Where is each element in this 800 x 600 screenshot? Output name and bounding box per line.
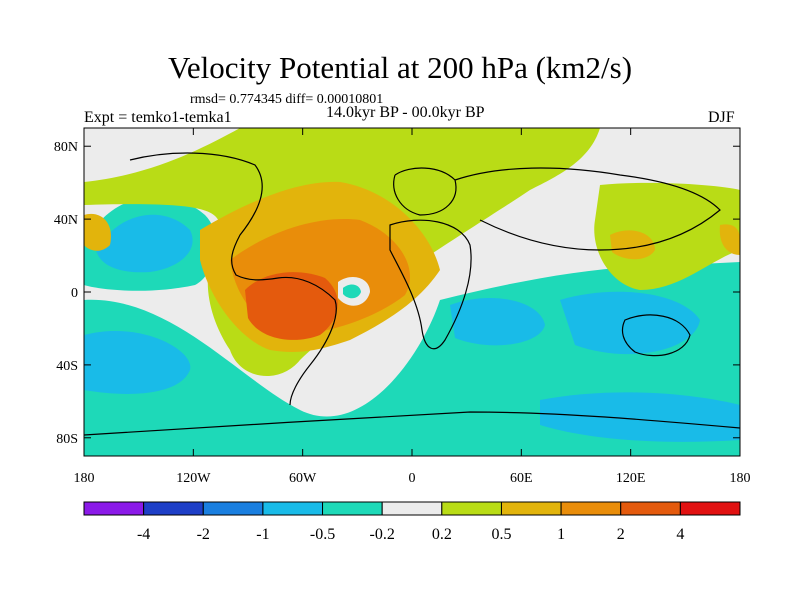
colorbar-label: 0.2 xyxy=(432,526,452,543)
colorbar-label: 1 xyxy=(557,526,565,543)
colorbar-swatch xyxy=(202,501,264,516)
lon-tick-label: 180 xyxy=(74,471,95,486)
coast-north-america xyxy=(129,152,279,281)
colorbar-swatch xyxy=(441,501,502,516)
field-positive-east-edge xyxy=(719,224,740,255)
period-label: 14.0kyr BP - 00.0kyr BP xyxy=(326,104,485,121)
lat-tick-label: 0 xyxy=(71,286,78,301)
coast-asia xyxy=(454,167,721,251)
coast-africa xyxy=(389,219,472,350)
coast-europe xyxy=(393,167,457,216)
colorbar-label: 2 xyxy=(617,526,625,543)
experiment-label: Expt = temko1-temka1 xyxy=(84,109,232,126)
colorbar-swatch xyxy=(381,501,443,516)
coast-south-america xyxy=(277,276,337,406)
lon-tick-label: 60W xyxy=(289,471,317,486)
coastlines xyxy=(84,152,740,436)
contour-fields xyxy=(84,128,740,456)
stats-label: rmsd= 0.774345 diff= 0.00010801 xyxy=(190,92,384,107)
lon-tick-label: 120W xyxy=(176,471,211,486)
colorbar-label: -2 xyxy=(197,526,210,543)
colorbar-swatch xyxy=(322,501,383,516)
field-negative-indian xyxy=(560,291,700,355)
colorbar-swatch xyxy=(83,501,145,516)
lat-tick-label: 80N xyxy=(54,140,78,155)
field-negative-spacific xyxy=(84,330,191,394)
colorbar-swatch xyxy=(262,501,324,516)
field-negative-hole-core xyxy=(343,284,361,299)
lon-tick-label: 0 xyxy=(409,471,416,486)
field-positive-west-edge xyxy=(84,213,111,251)
field-negative-satlantic xyxy=(450,297,545,346)
season-label: DJF xyxy=(708,109,735,126)
lat-tick-label: 40S xyxy=(56,359,78,374)
colorbar-swatch xyxy=(620,501,681,516)
colorbar-label: -0.5 xyxy=(310,526,335,543)
longitude-axis: 180 120W 60W 0 60E 120E 180 xyxy=(74,128,751,486)
latitude-axis: 80N 40N 0 40S 80S xyxy=(54,140,740,447)
colorbar-swatch xyxy=(560,501,622,516)
colorbar-label: 4 xyxy=(676,526,684,543)
colorbar-swatch xyxy=(500,501,562,516)
colorbar-label: 0.5 xyxy=(491,526,511,543)
colorbar-label: -0.2 xyxy=(370,526,395,543)
lat-tick-label: 80S xyxy=(56,432,78,447)
colorbar: -4 -2 -1 -0.5 -0.2 0.2 0.5 1 2 4 xyxy=(83,501,741,543)
lon-tick-label: 120E xyxy=(616,471,646,486)
field-negative-southern-ocean xyxy=(540,392,740,442)
coast-australia xyxy=(621,314,691,357)
field-negative-npacific-core xyxy=(96,214,193,273)
colorbar-label: -4 xyxy=(137,526,150,543)
colorbar-swatch xyxy=(679,501,741,516)
colorbar-swatch xyxy=(143,501,204,516)
colorbar-label: -1 xyxy=(256,526,269,543)
lon-tick-label: 180 xyxy=(730,471,751,486)
field-positive-wpacific xyxy=(594,182,740,290)
field-positive-maritime xyxy=(610,230,655,260)
map-title: Velocity Potential at 200 hPa (km2/s) xyxy=(167,50,633,85)
coast-antarctica xyxy=(84,411,740,436)
field-very-strong-positive xyxy=(245,272,338,340)
lat-tick-label: 40N xyxy=(54,213,78,228)
lon-tick-label: 60E xyxy=(510,471,533,486)
